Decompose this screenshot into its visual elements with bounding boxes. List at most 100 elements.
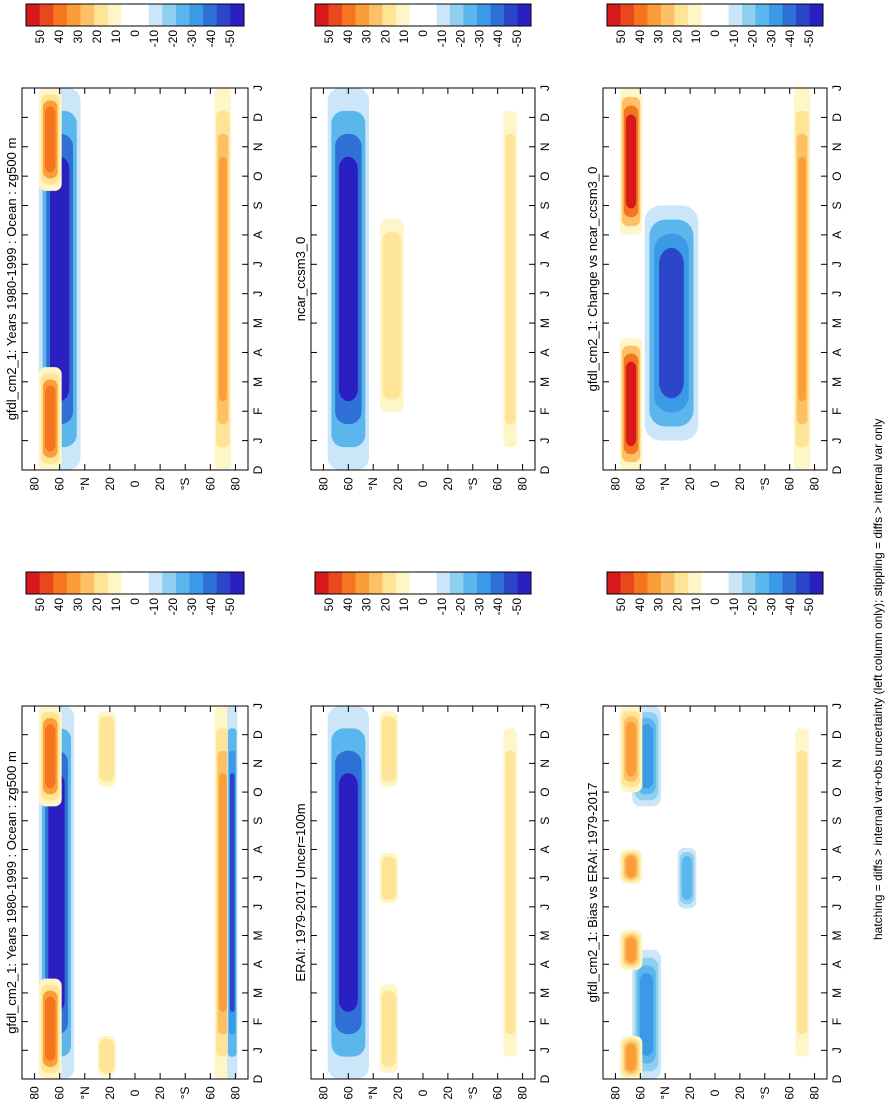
- colorbar-swatch: [423, 572, 437, 594]
- colorbar-swatch: [436, 4, 451, 26]
- colorbar-swatch: [409, 4, 424, 26]
- lat-tick-label: 0: [708, 480, 722, 487]
- colorbar-swatch: [620, 572, 635, 594]
- contour-p6-f2-s0-l3: [798, 156, 806, 402]
- month-tick-label: D: [538, 730, 552, 739]
- month-tick-label: O: [830, 787, 844, 796]
- lat-tick-label: 20: [683, 1086, 697, 1100]
- lat-tick-label: 0: [128, 480, 142, 487]
- lat-tick-label: 0: [708, 1089, 722, 1096]
- colorbar-swatch: [189, 4, 204, 26]
- colorbar-label: 40: [633, 598, 647, 612]
- colorbar-swatch: [688, 4, 702, 26]
- colorbar-label: -10: [727, 598, 741, 616]
- colorbar-label: -10: [727, 30, 741, 48]
- colorbar-swatch: [674, 572, 689, 594]
- month-tick-label: J: [251, 85, 265, 91]
- panel-title: gfdl_cm2_1: Change vs ncar_ccsm3_0: [585, 167, 600, 392]
- colorbar-swatch: [355, 4, 370, 26]
- contour-p2-f0-s0-l3: [50, 156, 70, 402]
- colorbar-swatch: [715, 4, 729, 26]
- month-tick-label: J: [538, 904, 552, 910]
- panel-p6: 80 60 °N 20 0 20 °S 60 80 D J F M A M J J A S O N D Jgfdl_cm2_…: [585, 3, 844, 491]
- month-tick-label: D: [538, 465, 552, 474]
- colorbar-label: -40: [783, 30, 797, 48]
- month-tick-label: A: [830, 348, 844, 356]
- colorbar-swatch: [148, 4, 163, 26]
- month-tick-label: S: [830, 817, 844, 825]
- lat-tick-label: 60: [53, 477, 67, 491]
- month-tick-label: A: [251, 960, 265, 968]
- colorbar-swatch: [504, 572, 518, 594]
- contour-p2-f2-s0-l3: [219, 156, 227, 402]
- colorbar-swatch: [796, 4, 810, 26]
- colorbar-swatch: [369, 4, 383, 26]
- colorbar-swatch: [162, 4, 177, 26]
- colorbar-label: -50: [223, 30, 237, 48]
- colorbar-label: 10: [109, 30, 123, 44]
- colorbar-swatch: [315, 4, 329, 26]
- colorbar-frame: [314, 571, 532, 595]
- colorbar-swatch: [39, 4, 54, 26]
- contour-p5-f1-s3-l3: [625, 721, 637, 777]
- month-tick-label: M: [538, 931, 552, 941]
- colorbar-swatch: [80, 572, 95, 594]
- colorbar-label: 20: [90, 30, 104, 44]
- colorbar-label: 30: [71, 598, 85, 612]
- lat-tick-label: 80: [608, 1086, 622, 1100]
- month-tick-label: N: [830, 142, 844, 151]
- lat-tick-label: 60: [203, 1086, 217, 1100]
- colorbar-swatch: [504, 4, 518, 26]
- colorbar-label: -40: [491, 30, 505, 48]
- month-tick-label: J: [538, 438, 552, 444]
- colorbar-label: 40: [52, 598, 66, 612]
- month-tick-label: A: [830, 960, 844, 968]
- month-tick-label: J: [251, 904, 265, 910]
- month-tick-label: F: [538, 408, 552, 415]
- colorbar-label: 20: [90, 598, 104, 612]
- colorbar-swatch: [66, 572, 81, 594]
- lat-tick-label: 60: [491, 477, 505, 491]
- contour-p3-f2-s0-l3: [506, 773, 514, 1012]
- month-tick-label: F: [830, 408, 844, 415]
- month-tick-label: S: [251, 202, 265, 210]
- colorbar-frame: [25, 3, 245, 27]
- colorbar-swatch: [490, 4, 505, 26]
- month-tick-label: N: [538, 759, 552, 768]
- colorbar-label: -40: [204, 30, 218, 48]
- lat-tick-label: 20: [153, 1086, 167, 1100]
- colorbar-label: 10: [397, 598, 411, 612]
- colorbar-swatch: [107, 4, 122, 26]
- colorbar-swatch: [661, 572, 675, 594]
- colorbar-label: 0: [708, 598, 722, 605]
- month-tick-label: J: [830, 703, 844, 709]
- month-tick-label: O: [251, 171, 265, 180]
- lat-tick-label: °N: [658, 1086, 672, 1099]
- colorbar-swatch: [26, 4, 41, 26]
- contour-p1-f2-s0-l3: [101, 1041, 113, 1071]
- lat-tick-label: 20: [441, 1086, 455, 1100]
- month-tick-label: F: [538, 1018, 552, 1025]
- colorbar-swatch: [409, 572, 424, 594]
- month-tick-label: J: [538, 703, 552, 709]
- colorbar-swatch: [477, 4, 491, 26]
- month-tick-label: J: [251, 261, 265, 267]
- lat-tick-label: 60: [633, 477, 647, 491]
- colorbar-swatch: [809, 4, 824, 26]
- lat-tick-label: 60: [53, 1086, 67, 1100]
- panel-p3: 80 60 °N 20 0 20 °S 60 80 D J F M A M J J A S O N D J ERAI: 197…: [293, 571, 552, 1100]
- colorbar-swatch: [463, 4, 478, 26]
- colorbar-label: 40: [341, 598, 355, 612]
- colorbar-label: -50: [510, 598, 524, 616]
- lat-tick-label: 80: [316, 477, 330, 491]
- panel-p4: 80 60 °N 20 0 20 °S 60 80 D J F M A M J J A S O N D Jncar_ccsm…: [293, 3, 552, 491]
- month-tick-label: M: [830, 377, 844, 387]
- colorbar-swatch: [121, 4, 136, 26]
- month-tick-label: J: [830, 261, 844, 267]
- colorbar-label: -40: [783, 598, 797, 616]
- colorbar-swatch: [26, 572, 41, 594]
- month-tick-label: J: [251, 1047, 265, 1053]
- colorbar-label: 20: [378, 30, 392, 44]
- month-tick-label: M: [830, 988, 844, 998]
- colorbar-swatch: [175, 4, 190, 26]
